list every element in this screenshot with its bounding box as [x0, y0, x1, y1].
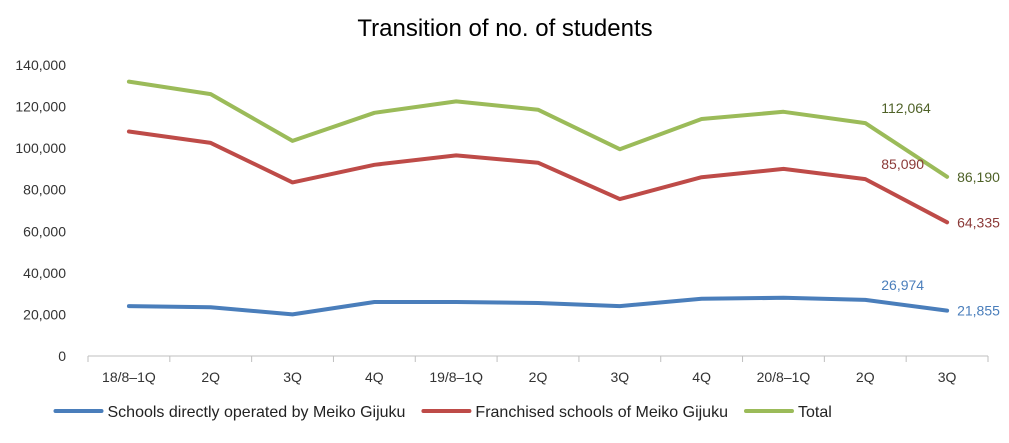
- y-tick-label: 20,000: [23, 306, 66, 322]
- chart-title: Transition of no. of students: [357, 15, 652, 42]
- legend: Schools directly operated by Meiko Gijuk…: [56, 404, 832, 421]
- data-labels: 26,974 21,855 85,090 64,335 112,064 86,190: [881, 100, 1000, 319]
- y-axis: 0 20,000 40,000 60,000 80,000 100,000 120,000 1…: [15, 57, 66, 364]
- x-tick-label: 18/8–1Q: [102, 369, 156, 385]
- series-lines: [129, 82, 947, 315]
- legend-label: Franchised schools of Meiko Gijuku: [475, 404, 728, 421]
- x-tick-label: 19/8–1Q: [429, 369, 483, 385]
- x-tick-label: 3Q: [610, 369, 629, 385]
- data-label: 64,335: [957, 214, 1000, 230]
- series-line-1: [129, 132, 947, 223]
- x-tick-label: 3Q: [938, 369, 957, 385]
- y-tick-label: 140,000: [15, 57, 66, 73]
- y-tick-label: 40,000: [23, 265, 66, 281]
- data-label: 85,090: [881, 156, 924, 172]
- x-tick-label: 2Q: [856, 369, 875, 385]
- series-line-0: [129, 298, 947, 315]
- x-axis: 18/8–1Q 2Q 3Q 4Q 19/8–1Q 2Q 3Q 4Q 20/8–1Q 2Q 3Q: [88, 356, 988, 385]
- data-label: 86,190: [957, 169, 1000, 185]
- data-label: 21,855: [957, 303, 1000, 319]
- x-tick-label: 4Q: [692, 369, 711, 385]
- x-tick-label: 4Q: [365, 369, 384, 385]
- y-tick-label: 80,000: [23, 182, 66, 198]
- legend-label: Schools directly operated by Meiko Gijuk…: [108, 404, 406, 421]
- x-tick-label: 2Q: [201, 369, 220, 385]
- data-label: 26,974: [881, 277, 924, 293]
- y-tick-label: 60,000: [23, 223, 66, 239]
- legend-label: Total: [798, 404, 832, 421]
- x-tick-label: 2Q: [529, 369, 548, 385]
- x-tick-label: 3Q: [283, 369, 302, 385]
- y-tick-label: 100,000: [15, 140, 66, 156]
- y-tick-label: 0: [58, 348, 66, 364]
- x-tick-label: 20/8–1Q: [757, 369, 811, 385]
- y-tick-label: 120,000: [15, 99, 66, 115]
- data-label: 112,064: [881, 100, 931, 116]
